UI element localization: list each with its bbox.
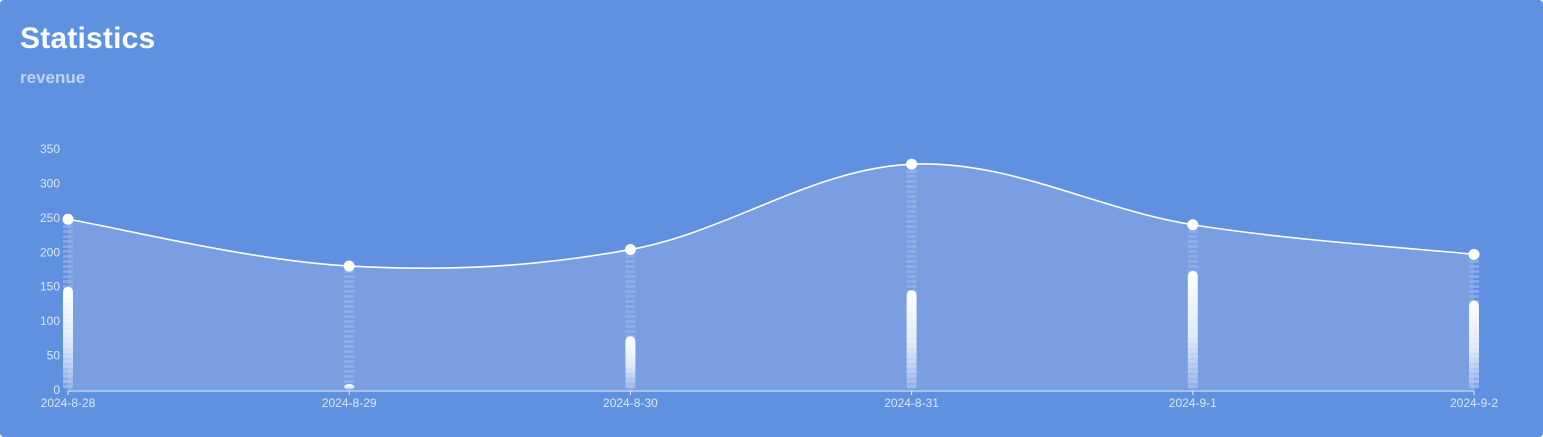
y-tick-label: 100: [40, 314, 60, 328]
revenue-bar: [1187, 270, 1198, 390]
revenue-bar: [906, 290, 917, 390]
line-points: [62, 158, 1480, 272]
y-tick-label: 0: [53, 383, 60, 397]
x-tick-label: 2024-9-2: [1450, 396, 1498, 410]
line-point[interactable]: [1468, 248, 1480, 260]
y-tick-label: 250: [40, 211, 60, 225]
y-tick-label: 300: [40, 176, 60, 190]
bar-shadow: [344, 266, 355, 390]
revenue-bar: [1469, 300, 1479, 390]
area-series: [67, 163, 1475, 390]
card-title: Statistics: [20, 22, 156, 55]
y-tick-label: 150: [40, 280, 60, 294]
bar-shadow: [906, 164, 917, 390]
y-tick-label: 200: [40, 245, 60, 259]
line-point[interactable]: [343, 260, 355, 272]
card-subtitle: revenue: [20, 68, 86, 87]
area-line: [67, 163, 1475, 270]
y-tick-label: 350: [40, 142, 60, 156]
revenue-bar: [625, 336, 636, 390]
y-axis: 0 50 100 150 200 250 300 350: [40, 142, 60, 397]
line-point[interactable]: [1187, 219, 1199, 231]
x-tick-label: 2024-9-1: [1169, 396, 1217, 410]
line-point[interactable]: [62, 213, 74, 225]
revenue-bar: [63, 286, 73, 390]
x-axis: 2024-8-28 2024-8-29 2024-8-30 2024-8-31 2024…: [41, 390, 1498, 410]
revenue-bar: [344, 384, 355, 390]
bar-shadow: [625, 249, 636, 390]
y-tick-label: 50: [47, 349, 61, 363]
x-tick-label: 2024-8-29: [322, 396, 377, 410]
x-tick-label: 2024-8-31: [884, 396, 939, 410]
bar-series: [63, 270, 1479, 390]
area-fill: [68, 163, 1474, 390]
line-point[interactable]: [906, 158, 918, 170]
x-tick-label: 2024-8-30: [603, 396, 658, 410]
line-point[interactable]: [624, 244, 636, 256]
x-tick-label: 2024-8-28: [41, 396, 96, 410]
